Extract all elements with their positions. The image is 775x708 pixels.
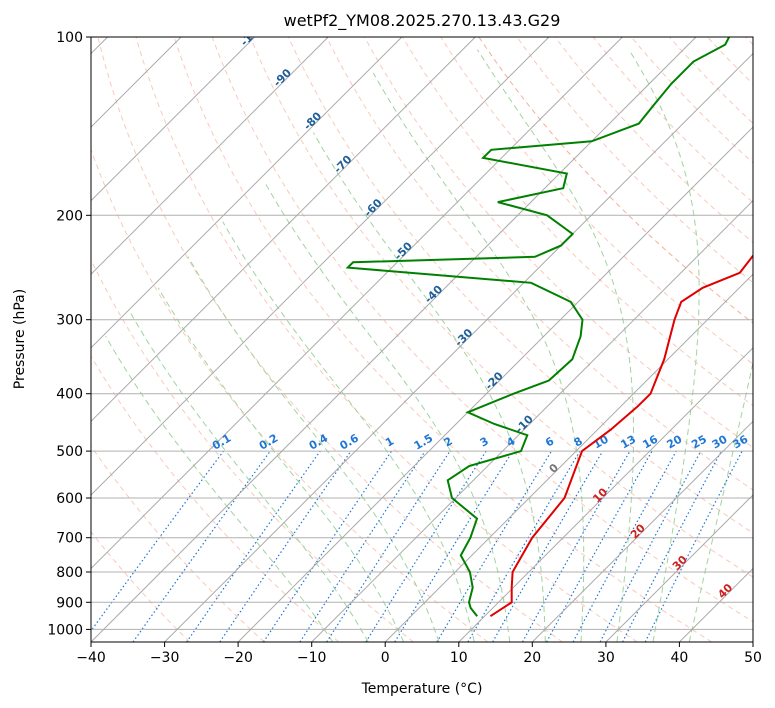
y-tick-label: 1000 <box>47 622 83 638</box>
y-tick-label: 500 <box>56 444 83 460</box>
dry-adiabat <box>478 37 753 324</box>
y-tick-label: 400 <box>56 387 83 403</box>
dry-adiabat <box>287 37 753 534</box>
isotherm <box>384 273 753 642</box>
moist-adiabat <box>222 221 475 642</box>
isotherm-label: -100 <box>238 20 267 49</box>
mixing-ratio-line <box>365 450 487 642</box>
isotherm <box>458 347 753 642</box>
isotherms <box>91 37 753 642</box>
y-axis-label: Pressure (hPa) <box>12 289 28 389</box>
isotherm <box>311 199 753 642</box>
mixing-ratio-line <box>219 450 352 642</box>
dry-adiabat <box>326 37 753 491</box>
moist-adiabat <box>476 49 634 642</box>
moist-adiabat <box>128 310 369 642</box>
y-axis: 100 200 300 400 500 600 700 800 900 1000 <box>47 30 91 638</box>
y-tick-label: 300 <box>56 313 83 329</box>
y-tick-label: 200 <box>56 208 83 224</box>
y-tick-label: 700 <box>56 531 83 547</box>
isotherm <box>605 494 753 642</box>
y-tick-label: 100 <box>56 30 83 46</box>
mixing-ratio-line <box>572 450 677 642</box>
y-tick-label: 800 <box>56 565 83 581</box>
mixing-ratio-line <box>132 450 271 642</box>
mixing-ratio-line <box>436 450 553 642</box>
x-tick-label: −10 <box>297 650 327 666</box>
y-tick-label: 900 <box>56 595 83 611</box>
temperature-profile-line <box>489 254 753 618</box>
moist-adiabat <box>688 360 753 642</box>
x-axis-label: Temperature (°C) <box>361 681 483 697</box>
dry-adiabat <box>554 37 753 244</box>
isotherm <box>91 37 403 349</box>
isotherm <box>164 52 753 642</box>
dewpoint-profile-line <box>345 37 730 617</box>
x-tick-label: −40 <box>76 650 106 666</box>
mixing-ratio-line <box>326 450 451 642</box>
dry-adiabat <box>91 531 191 642</box>
isotherm <box>531 420 753 642</box>
x-tick-label: 40 <box>670 650 688 666</box>
x-tick-label: 20 <box>523 650 541 666</box>
moist-adiabat <box>105 336 334 642</box>
mixing-ratio-line <box>394 450 514 642</box>
isotherm <box>91 37 550 496</box>
dry-adiabat <box>402 37 753 407</box>
pressure-gridlines <box>91 37 753 630</box>
moist-adiabat <box>187 256 440 642</box>
moist-adiabats <box>105 49 753 642</box>
y-tick-label: 600 <box>56 491 83 507</box>
moist-adiabat <box>263 180 511 642</box>
moist-adiabat <box>372 72 585 642</box>
dry-adiabat <box>440 37 753 365</box>
mixing-ratio-line <box>492 450 604 642</box>
dry-adiabat <box>135 37 638 642</box>
mixing-ratio-line <box>521 450 631 642</box>
x-tick-label: −30 <box>150 650 180 666</box>
plot-area: -100-90-80-70-60-50-40-30-20-10010203040… <box>91 20 753 642</box>
isotherm <box>91 37 256 202</box>
x-tick-label: −20 <box>223 650 253 666</box>
x-axis: −40 −30 −20 −10 0 10 20 30 40 50 <box>76 642 762 666</box>
x-tick-label: 0 <box>381 650 390 666</box>
isotherm <box>91 37 697 642</box>
mixing-ratio-line <box>467 450 581 642</box>
isotherm <box>237 126 753 642</box>
x-tick-label: 10 <box>450 650 468 666</box>
isotherm <box>91 37 623 570</box>
moist-adiabat <box>157 287 405 642</box>
x-tick-label: 30 <box>597 650 615 666</box>
chart-title: wetPf2_YM08.2025.270.13.43.G29 <box>284 11 561 31</box>
x-tick-label: 50 <box>744 650 762 666</box>
moist-adiabat <box>628 49 700 642</box>
isotherm <box>91 37 329 275</box>
profile-series <box>345 37 753 618</box>
mixing-ratio-line <box>186 450 321 642</box>
dry-adiabat <box>630 37 753 164</box>
dry-adiabat <box>592 37 753 204</box>
dry-adiabat <box>211 37 753 623</box>
isotherm <box>91 37 476 423</box>
dry-adiabat <box>91 355 340 642</box>
dry-adiabat <box>249 37 753 578</box>
plot-frame <box>90 36 754 643</box>
